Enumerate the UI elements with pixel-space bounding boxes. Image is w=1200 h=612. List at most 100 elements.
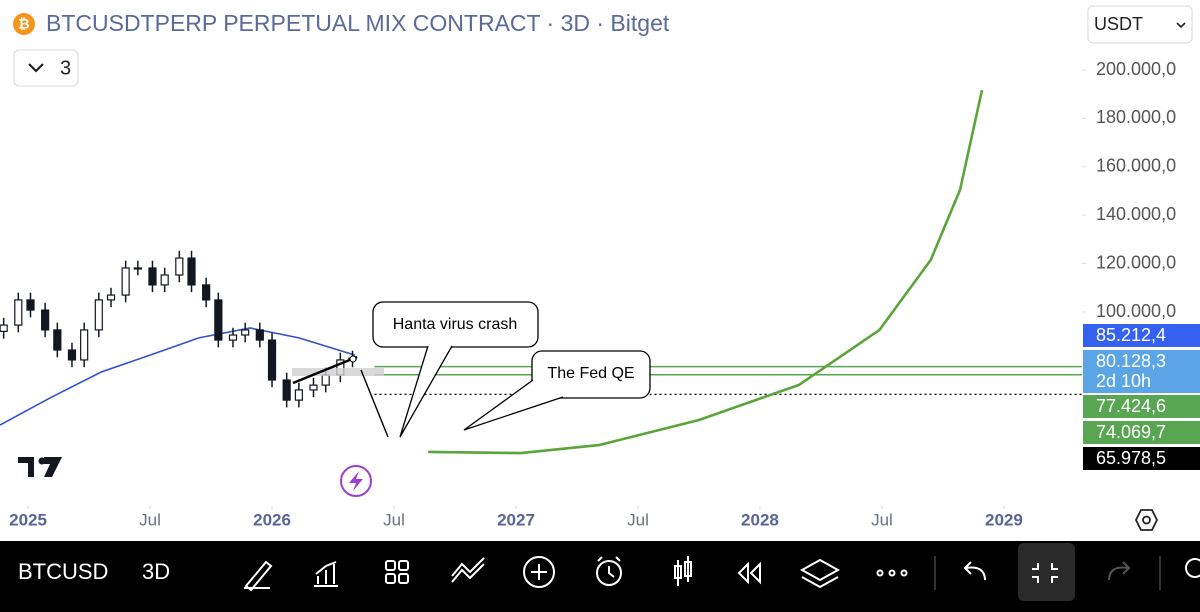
trend-line xyxy=(292,355,358,385)
candle-body xyxy=(94,299,103,331)
price-label-box xyxy=(1083,350,1200,393)
y-tick-label: 200.000,0 xyxy=(1096,59,1176,79)
candle-body xyxy=(121,267,130,296)
add-plus xyxy=(531,564,547,580)
candle-body xyxy=(175,257,184,276)
price-label: 80.128,3 xyxy=(1096,351,1166,371)
callout-tail xyxy=(399,345,453,438)
idea-icon[interactable] xyxy=(1185,558,1200,578)
moving-average xyxy=(0,327,356,426)
candle-body xyxy=(282,379,291,401)
coin-symbol: ₿ xyxy=(18,16,29,32)
x-tick-label: Jul xyxy=(627,510,649,529)
more-icon xyxy=(900,569,908,577)
more-icon xyxy=(888,569,896,577)
candle-body xyxy=(241,329,250,336)
candle-body xyxy=(294,389,303,401)
candle-body xyxy=(267,339,277,381)
candle-body xyxy=(321,374,330,386)
candle-body xyxy=(133,267,142,270)
candles-wick xyxy=(677,556,689,586)
candle-body xyxy=(148,267,157,286)
layout-icon xyxy=(385,573,396,584)
x-tick-label: Jul xyxy=(871,510,893,529)
x-tick-label: 2025 xyxy=(9,510,47,529)
price-label-box xyxy=(1083,324,1200,347)
x-tick-label: 2029 xyxy=(985,510,1023,529)
candle-body xyxy=(255,329,264,341)
x-tick-label: Jul xyxy=(383,510,405,529)
compare-icon[interactable] xyxy=(451,557,485,583)
layers-icon[interactable] xyxy=(799,558,841,589)
x-tick-label: 2028 xyxy=(741,510,779,529)
x-tick-label: 2026 xyxy=(253,510,291,529)
candle-body xyxy=(106,294,116,301)
callout-tail xyxy=(463,379,564,431)
settings-icon-dot xyxy=(1142,515,1151,525)
more-icon[interactable] xyxy=(876,569,884,577)
brush-icon[interactable] xyxy=(244,560,273,592)
callout xyxy=(372,301,539,348)
alert-hands xyxy=(597,556,621,578)
zone xyxy=(292,368,384,376)
y-tick-label: 160.000,0 xyxy=(1096,156,1176,176)
price-label-box xyxy=(1083,447,1200,470)
toolbar xyxy=(0,541,1200,612)
plot: 100.000,0 120.000,0 140.000,0 160.000,0 180.… xyxy=(0,59,1176,529)
undo-icon[interactable] xyxy=(963,561,986,581)
toolbar-interval[interactable]: 3D xyxy=(142,559,170,584)
candle-body xyxy=(53,329,62,351)
coin-icon xyxy=(13,13,35,35)
toolbar-icons xyxy=(244,543,1200,601)
price-label: 85.212,4 xyxy=(1096,325,1166,345)
projection-curve xyxy=(428,89,984,455)
layout-icon[interactable] xyxy=(385,560,396,571)
chevron xyxy=(1176,22,1186,29)
anchor xyxy=(349,355,357,363)
candle-body xyxy=(202,284,211,301)
candle-body xyxy=(67,349,77,361)
candle-body xyxy=(26,299,35,311)
candle-body xyxy=(80,329,89,361)
price-label-box xyxy=(1083,421,1200,444)
candle-body xyxy=(187,257,196,286)
price-label: 74.069,7 xyxy=(1096,422,1166,442)
symbol-title: BTCUSDTPERP PERPETUAL MIX CONTRACT · 3D … xyxy=(46,10,670,36)
annotation: The Fed QE xyxy=(547,365,634,382)
redo-icon[interactable] xyxy=(1108,561,1131,581)
toolbar-symbol[interactable]: BTCUSD xyxy=(18,559,108,584)
alert-icon[interactable] xyxy=(596,560,622,586)
y-tick-label: 120.000,0 xyxy=(1096,252,1176,272)
y-tick-label: 100.000,0 xyxy=(1096,301,1176,321)
candle-body xyxy=(0,324,8,332)
indicators-icon[interactable] xyxy=(314,561,338,587)
replay-icon[interactable] xyxy=(737,561,761,585)
logo-dot xyxy=(38,457,46,465)
y-tick-label: 180.000,0 xyxy=(1096,107,1176,127)
x-tick-label: Jul xyxy=(139,510,161,529)
currency: USDT xyxy=(1094,14,1143,34)
settings-icon[interactable] xyxy=(1134,509,1159,531)
price-label: 77.424,6 xyxy=(1096,396,1166,416)
chevron xyxy=(28,63,44,73)
candle-body xyxy=(160,274,169,286)
candle-body xyxy=(41,309,50,331)
add-icon[interactable] xyxy=(523,556,555,588)
indicator-count: 3 xyxy=(60,57,71,79)
bolt xyxy=(349,471,363,491)
x-tick-label: 2027 xyxy=(497,510,535,529)
currency-select[interactable] xyxy=(1087,5,1193,44)
fullscreen-button[interactable] xyxy=(1018,543,1075,601)
candle-body xyxy=(214,299,223,341)
indicator-toggle[interactable] xyxy=(13,49,79,87)
drawing xyxy=(360,369,389,438)
candle-body xyxy=(309,384,318,391)
layout-icon xyxy=(398,560,409,571)
price-label-box xyxy=(1083,395,1200,418)
callout xyxy=(531,350,651,399)
y-tick-label: 140.000,0 xyxy=(1096,204,1176,224)
layout-icon xyxy=(398,573,409,584)
price-label: 65.978,5 xyxy=(1096,448,1166,468)
